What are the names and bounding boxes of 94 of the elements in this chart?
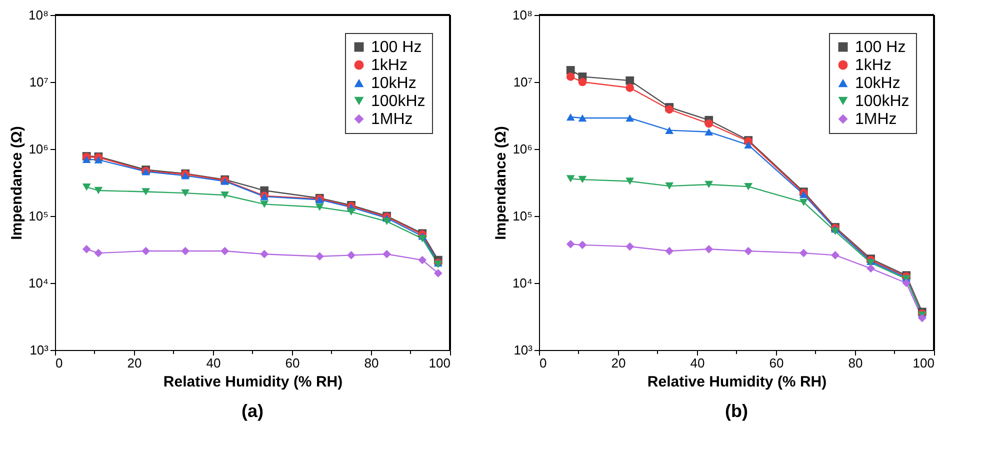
point	[94, 248, 103, 258]
x-tick-label: 80	[848, 356, 863, 370]
point	[626, 178, 634, 185]
text: (a)	[242, 401, 264, 421]
y-tick-label: 10⁵	[28, 208, 48, 224]
point	[82, 156, 91, 163]
point	[665, 105, 674, 114]
point	[94, 156, 103, 164]
point	[94, 186, 103, 194]
legend-label: 100 Hz	[855, 39, 906, 56]
point	[578, 176, 587, 184]
point	[418, 234, 427, 242]
point	[744, 182, 753, 190]
x-tick-label: 100	[912, 356, 934, 370]
legend-label: 1kHz	[855, 57, 892, 74]
point	[799, 248, 808, 258]
y-tick-label: 10⁷	[513, 74, 533, 90]
point	[260, 250, 269, 258]
y-axis-title: Impendance (Ω)	[8, 126, 26, 240]
x-tick-label: 60	[285, 356, 300, 370]
point	[181, 189, 190, 197]
x-tick-label: 60	[769, 356, 784, 370]
point	[626, 242, 634, 251]
x-tick-label: 80	[364, 356, 379, 370]
point	[578, 240, 587, 250]
point	[704, 128, 714, 136]
point	[744, 141, 753, 149]
point	[831, 251, 840, 260]
text: (b)	[725, 401, 748, 421]
point	[260, 200, 269, 208]
x-tick-label: 20	[611, 356, 626, 370]
point	[566, 240, 575, 248]
point	[220, 191, 230, 199]
point	[744, 246, 753, 256]
point	[82, 183, 91, 191]
legend-label: 1kHz	[371, 57, 408, 74]
point	[566, 113, 575, 121]
point	[315, 204, 324, 211]
point	[181, 246, 190, 256]
x-tick-label: 20	[127, 356, 142, 370]
y-tick-label: 10⁴	[512, 276, 532, 290]
point	[220, 246, 230, 256]
point	[347, 208, 356, 216]
legend-label: 1MHz	[371, 111, 413, 128]
y-tick-label: 10⁶	[28, 142, 48, 156]
point	[918, 314, 926, 322]
point	[665, 246, 674, 256]
y-tick-label: 10⁸	[28, 8, 48, 22]
point	[665, 182, 674, 190]
point	[566, 72, 575, 81]
point	[626, 114, 634, 122]
point	[831, 228, 840, 235]
point	[799, 198, 808, 206]
point	[626, 84, 634, 92]
x-tick-label: 0	[540, 356, 547, 370]
x-tick-label: 40	[690, 356, 705, 370]
point	[704, 119, 714, 128]
point	[665, 126, 674, 134]
x-tick-label: 100	[428, 356, 450, 370]
y-tick-label: 10³	[30, 342, 50, 358]
legend-label: 10kHz	[855, 75, 900, 92]
y-tick-label: 10⁷	[29, 74, 49, 90]
legend-label: 100kHz	[855, 93, 910, 110]
legend-label: 100 Hz	[371, 39, 422, 56]
point	[704, 180, 714, 188]
point	[578, 114, 587, 122]
point	[704, 244, 714, 254]
point	[626, 76, 634, 85]
point	[142, 246, 150, 256]
legend-label: 1MHz	[855, 111, 897, 128]
y-tick-label: 10⁵	[512, 208, 532, 224]
point	[382, 250, 391, 258]
y-axis-title: Impendance (Ω)	[492, 126, 510, 240]
point	[142, 188, 150, 196]
x-axis-title: Relative Humidity (% RH)	[163, 374, 343, 390]
y-tick-label: 10⁶	[512, 142, 532, 156]
point	[347, 251, 356, 260]
x-tick-label: 40	[206, 356, 221, 370]
point	[902, 278, 911, 288]
point	[578, 78, 587, 86]
y-tick-label: 10⁴	[28, 276, 48, 290]
point	[566, 175, 575, 182]
point	[382, 218, 391, 226]
legend-label: 10kHz	[371, 75, 416, 92]
x-tick-label: 0	[56, 356, 63, 370]
point	[315, 252, 324, 261]
x-axis-title: Relative Humidity (% RH)	[647, 374, 827, 390]
point	[82, 244, 91, 254]
point	[866, 264, 875, 273]
point	[434, 269, 442, 278]
y-tick-label: 10³	[514, 342, 534, 358]
y-tick-label: 10⁸	[512, 8, 532, 22]
point	[418, 256, 427, 264]
legend-label: 100kHz	[371, 93, 426, 110]
